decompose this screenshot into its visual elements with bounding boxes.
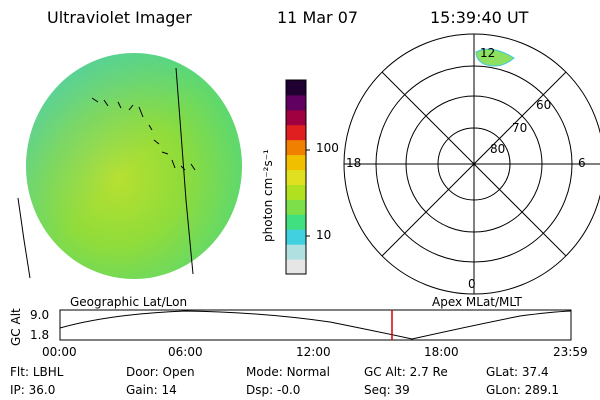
timeline-x-tick-0600: 06:00 bbox=[168, 345, 203, 359]
timeline-x-tick-0000: 00:00 bbox=[42, 345, 77, 359]
status-mode: Mode: Normal bbox=[246, 365, 330, 379]
mlt-label-0: 0 bbox=[468, 277, 476, 291]
colorbar-segment bbox=[286, 80, 306, 96]
polar-diagonal-2 bbox=[381, 71, 567, 257]
colorbar-segment bbox=[286, 229, 306, 245]
timeline-right-label: Apex MLat/MLT bbox=[432, 295, 522, 309]
mlt-label-12: 12 bbox=[480, 46, 496, 60]
timeline-y-tick-low: 1.8 bbox=[30, 328, 50, 342]
colorbar-segment bbox=[286, 244, 306, 260]
mlt-label-6: 6 bbox=[578, 156, 586, 170]
colorbar-segment bbox=[286, 259, 306, 275]
instrument-title: Ultraviolet Imager bbox=[47, 8, 192, 27]
colorbar-tick-10: 10 bbox=[316, 228, 332, 242]
colorbar-segment bbox=[286, 154, 306, 171]
status-gain: Gain: 14 bbox=[126, 383, 177, 397]
status-seq: Seq: 39 bbox=[364, 383, 410, 397]
colorbar-segment bbox=[286, 124, 306, 141]
status-glat: GLat: 37.4 bbox=[486, 365, 549, 379]
lat-label-70: 70 bbox=[512, 121, 528, 135]
limb-arc-left bbox=[17, 197, 31, 279]
status-gc-alt: GC Alt: 2.7 Re bbox=[364, 365, 448, 379]
observation-date: 11 Mar 07 bbox=[277, 8, 359, 27]
timeline-x-tick-1800: 18:00 bbox=[424, 345, 459, 359]
status-glon: GLon: 289.1 bbox=[486, 383, 559, 397]
status-ip: IP: 36.0 bbox=[10, 383, 56, 397]
colorbar-segment bbox=[286, 169, 306, 185]
colorbar-frame bbox=[285, 79, 307, 275]
colorbar-segment bbox=[286, 199, 306, 215]
colorbar-segment bbox=[286, 139, 306, 156]
colorbar-segment bbox=[286, 94, 306, 111]
timeline-x-tick-1200: 12:00 bbox=[296, 345, 331, 359]
coastline bbox=[91, 97, 196, 171]
colorbar-segment bbox=[286, 214, 306, 230]
timeline-y-tick-high: 9.0 bbox=[30, 308, 50, 322]
altitude-curve bbox=[59, 310, 572, 340]
status-filter: Flt: LBHL bbox=[10, 365, 64, 379]
colorbar-segment bbox=[286, 184, 306, 200]
status-door: Door: Open bbox=[126, 365, 195, 379]
colorbar-tick-100: 100 bbox=[316, 141, 339, 155]
mlt-label-18: 18 bbox=[346, 156, 362, 170]
timeline-left-label: Geographic Lat/Lon bbox=[70, 295, 188, 309]
lat-label-60: 60 bbox=[536, 98, 552, 112]
status-dsp: Dsp: -0.0 bbox=[246, 383, 301, 397]
timeline-frame bbox=[59, 309, 572, 341]
observation-time: 15:39:40 UT bbox=[430, 8, 529, 27]
lat-label-80: 80 bbox=[490, 142, 506, 156]
colorbar-segment bbox=[286, 109, 306, 126]
auroral-patch bbox=[475, 48, 515, 67]
timeline-x-tick-2359: 23:59 bbox=[553, 345, 588, 359]
terminator-line bbox=[175, 67, 194, 275]
